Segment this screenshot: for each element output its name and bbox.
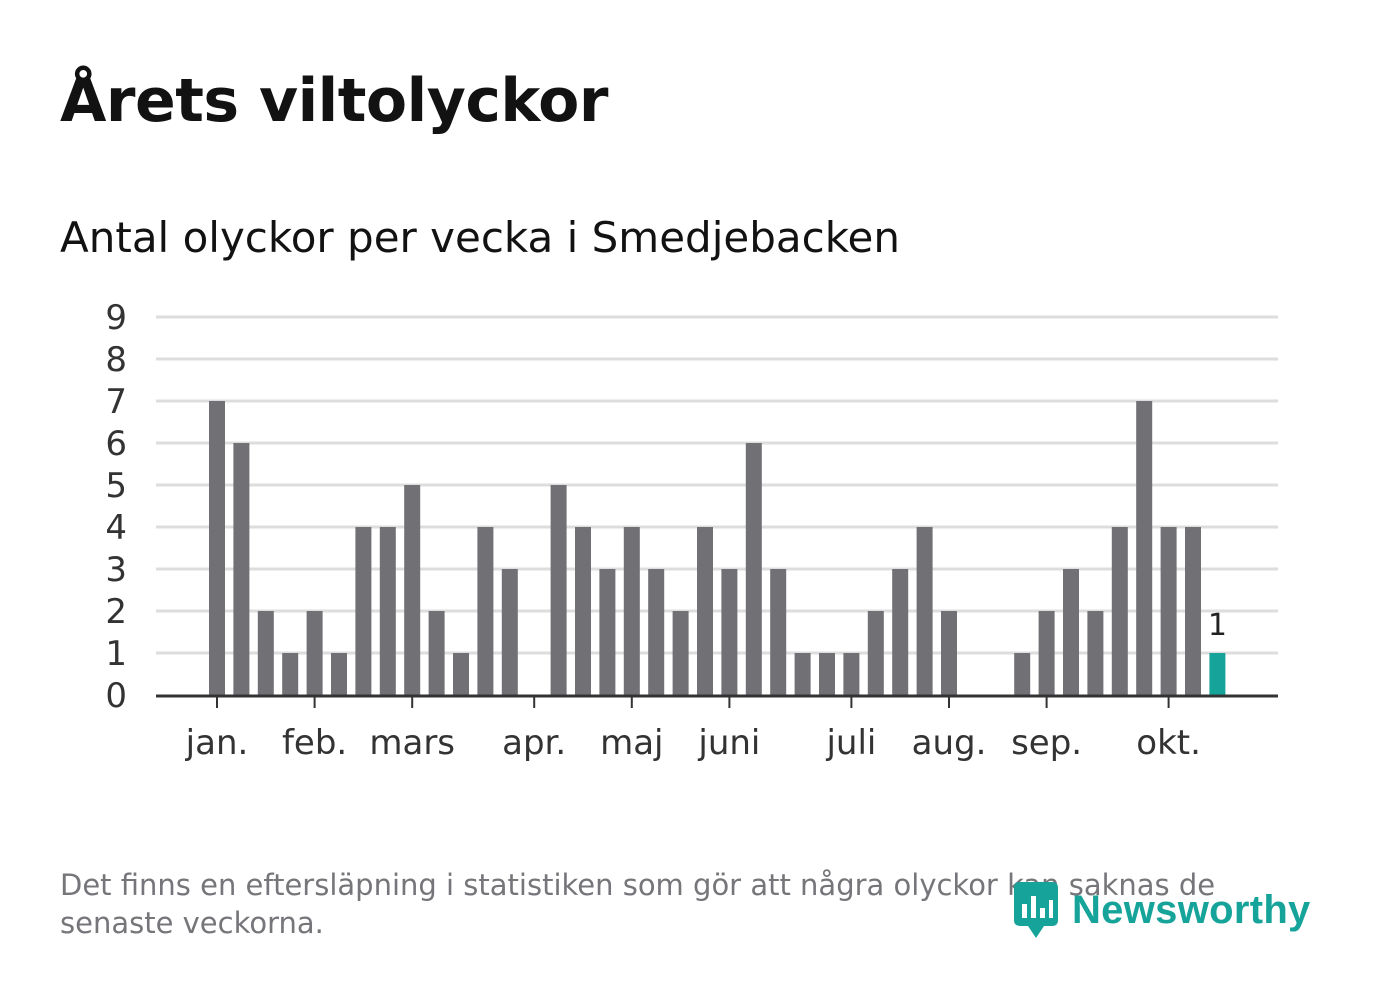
bar-v22: [721, 569, 738, 695]
highlight-value-label: 1: [1208, 608, 1227, 643]
bar-v7: [355, 527, 372, 695]
y-tick-label: 9: [105, 298, 127, 338]
chart-subtitle: Antal olyckor per vecka i Smedjebacken: [60, 213, 900, 262]
data-labels: 1: [1208, 608, 1227, 643]
y-tick-label: 7: [105, 382, 127, 422]
brand-name: Newsworthy: [1072, 887, 1311, 932]
month-label: okt.: [1136, 723, 1201, 763]
bar-v25: [794, 653, 811, 695]
bar-v24: [770, 569, 787, 695]
bar-v40: [1160, 527, 1177, 695]
month-label: feb.: [282, 723, 347, 763]
bar-v37: [1087, 611, 1104, 695]
bar-v3: [257, 611, 274, 695]
bar-v29: [892, 569, 909, 695]
month-label: juli: [825, 723, 876, 763]
bar-v13: [501, 569, 518, 695]
y-tick-label: 8: [105, 340, 127, 380]
bar-v19: [648, 569, 665, 695]
month-label: sep.: [1011, 723, 1082, 763]
bar-v15: [550, 485, 567, 695]
bar-v12: [477, 527, 494, 695]
month-label: aug.: [912, 723, 987, 763]
bar-v36: [1063, 569, 1079, 695]
bar-v11: [453, 653, 469, 695]
bar-v4: [282, 653, 299, 695]
bar-v42: [1209, 653, 1226, 695]
bar-v41: [1185, 527, 1201, 695]
gridlines: [156, 315, 1278, 655]
bar-v9: [404, 485, 421, 695]
bar-v28: [867, 611, 884, 695]
bar-v35: [1038, 611, 1055, 695]
newsworthy-logo: Newsworthy: [1010, 880, 1311, 940]
bar-v1: [209, 401, 225, 695]
y-tick-label: 0: [105, 676, 127, 716]
bar-v8: [379, 527, 396, 695]
y-tick-label: 4: [105, 508, 127, 548]
month-label: juni: [697, 723, 760, 763]
y-tick-label: 2: [105, 592, 127, 632]
bar-v6: [331, 653, 347, 695]
bar-v5: [306, 611, 323, 695]
y-tick-label: 1: [105, 634, 127, 674]
bar-v21: [697, 527, 713, 695]
bar-v16: [575, 527, 591, 695]
newsworthy-icon: [1014, 882, 1058, 938]
bar-v17: [599, 569, 616, 695]
bar-v18: [623, 527, 640, 695]
bar-v2: [233, 443, 250, 695]
bar-v20: [672, 611, 689, 695]
bar-v38: [1111, 527, 1128, 695]
chart-title: Årets viltolyckor: [60, 66, 609, 136]
bar-v30: [916, 527, 933, 695]
month-label: apr.: [502, 723, 566, 763]
bar-v34: [1014, 653, 1031, 695]
month-label: mars: [369, 723, 455, 763]
bars: [209, 401, 1226, 695]
x-axis: jan. feb. mars apr. maj juni juli aug. sep. okt.: [156, 694, 1278, 763]
y-tick-label: 3: [105, 550, 127, 590]
bar-v23: [745, 443, 762, 695]
bar-v26: [819, 653, 835, 695]
month-label: maj: [600, 723, 663, 763]
bar-v39: [1136, 401, 1153, 695]
bar-v10: [428, 611, 445, 695]
y-tick-label: 6: [105, 424, 127, 464]
y-tick-label: 5: [105, 466, 127, 506]
bar-v31: [941, 611, 957, 695]
month-label: jan.: [185, 723, 249, 763]
bar-v27: [843, 653, 860, 695]
